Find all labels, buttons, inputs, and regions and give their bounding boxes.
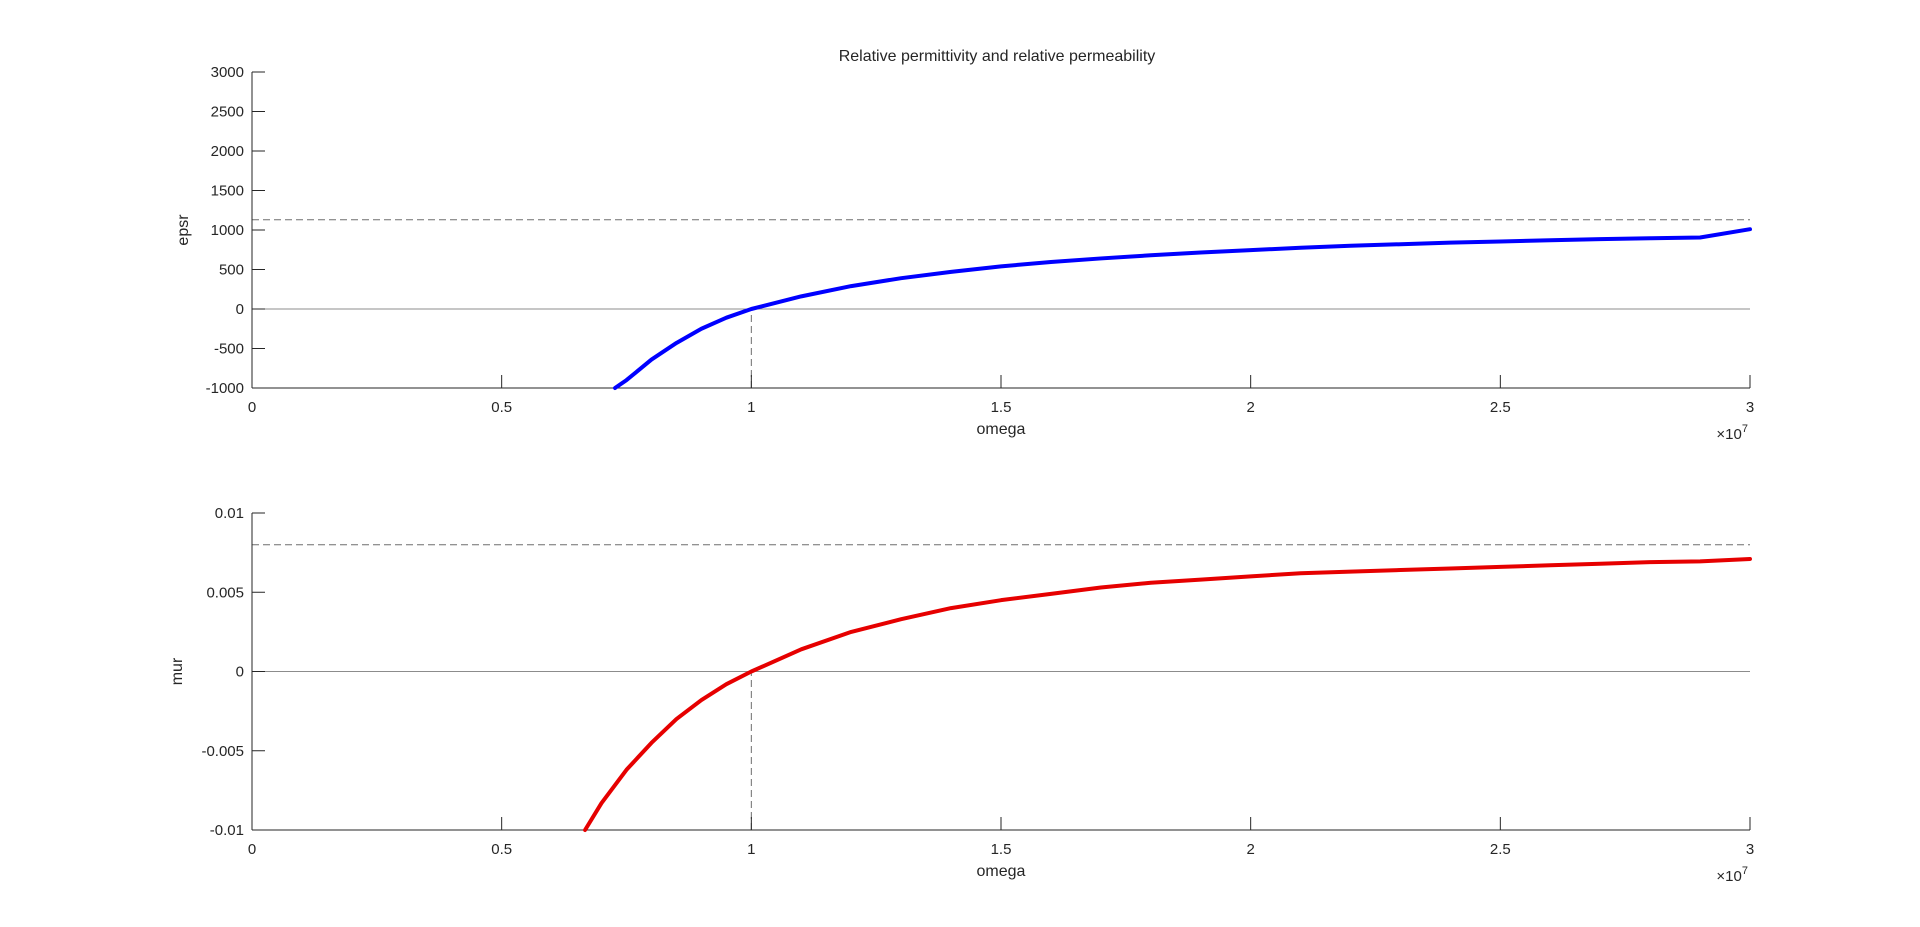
y-tick-label: 0: [236, 664, 244, 681]
y-tick-label: 1000: [211, 222, 244, 239]
x-axis-label: omega: [977, 421, 1026, 438]
x-axis-label: omega: [977, 863, 1026, 880]
x-tick-label: 3: [1746, 841, 1754, 858]
x-tick-label: 2: [1246, 841, 1254, 858]
x-tick-label: 1: [747, 841, 755, 858]
x-tick-label: 1.5: [991, 399, 1012, 416]
y-axis-label: mur: [169, 657, 186, 685]
y-tick-label: 2500: [211, 104, 244, 121]
x-tick-label: 0: [248, 841, 256, 858]
y-tick-label: 0.01: [215, 505, 244, 522]
x-tick-label: 0.5: [491, 399, 512, 416]
y-tick-label: -1000: [206, 380, 244, 397]
series-line-1: [583, 556, 1752, 832]
y-axis-label: epsr: [175, 214, 192, 246]
x-tick-label: 1: [747, 399, 755, 416]
y-tick-label: 1500: [211, 183, 244, 200]
y-tick-label: -0.005: [201, 743, 244, 760]
y-tick-label: 0.005: [206, 584, 244, 601]
x-tick-label: 1.5: [991, 841, 1012, 858]
x-exponent-label: ×107: [1716, 865, 1748, 885]
subplot-2: -0.01 -0.005 0 0.005 0.01 0 0.5 1 1.5 2 2.5 3 omega m…: [169, 505, 1754, 885]
x-tick-label: 3: [1746, 399, 1754, 416]
x-tick-label: 2: [1246, 399, 1254, 416]
series-line-1: [613, 227, 1752, 390]
y-tick-label: -500: [214, 341, 244, 358]
x-tick-label: 2.5: [1490, 841, 1511, 858]
y-tick-label: 0: [236, 301, 244, 318]
y-tick-label: -0.01: [210, 822, 244, 839]
x-exponent-label: ×107: [1716, 423, 1748, 443]
x-tick-label: 2.5: [1490, 399, 1511, 416]
x-tick-label: 0.5: [491, 841, 512, 858]
y-tick-label: 2000: [211, 143, 244, 160]
y-tick-label: 500: [219, 262, 244, 279]
x-tick-label: 0: [248, 399, 256, 416]
y-tick-label: 3000: [211, 64, 244, 81]
plots-container: -1000 -500 0 500 1000 1500 2000 2500 3000 0 0.5 1 1.…: [169, 64, 1754, 885]
subplot-1: -1000 -500 0 500 1000 1500 2000 2500 3000 0 0.5 1 1.…: [175, 64, 1754, 443]
figure-title: Relative permittivity and relative perme…: [839, 48, 1156, 65]
